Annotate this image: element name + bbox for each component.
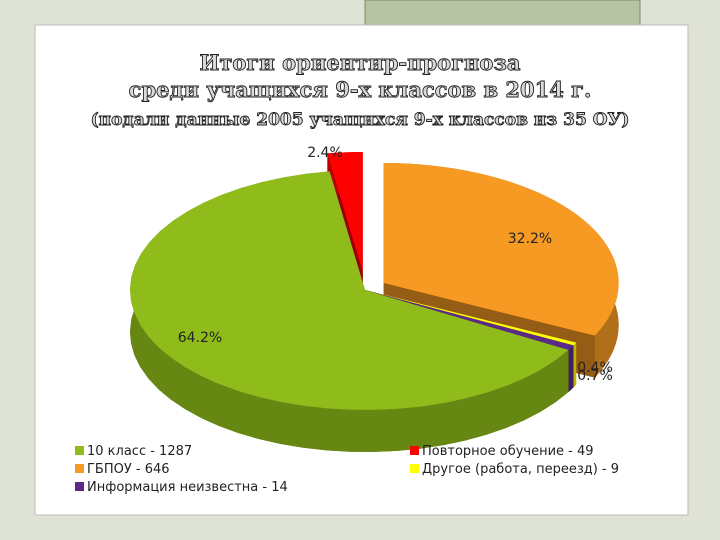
legend-label: Другое (работа, переезд) - 9 [422, 462, 619, 477]
slice [383, 163, 619, 336]
data-label: 0.4% [577, 360, 613, 376]
legend-label: ГБПОУ - 646 [87, 462, 170, 477]
slice-side [568, 345, 574, 392]
chart-title: Итоги ориентир-прогноза [200, 50, 521, 75]
data-label: 32.2% [508, 231, 552, 247]
pie-chart [130, 152, 619, 452]
slice-side [573, 342, 577, 388]
slice [365, 290, 577, 346]
legend-swatch [410, 464, 419, 473]
data-label: 2.4% [307, 145, 343, 161]
legend-label: Информация неизвестна - 14 [87, 480, 288, 495]
legend-label: Повторное обучение - 49 [422, 444, 594, 459]
chart-title: среди учащихся 9-х классов в 2014 г. [129, 77, 592, 102]
data-label: 0.7% [577, 368, 613, 384]
legend-swatch [75, 464, 84, 473]
legend-swatch [75, 446, 84, 455]
slice [130, 171, 569, 410]
slice [327, 152, 363, 273]
slice [365, 290, 574, 350]
legend-swatch [75, 482, 84, 491]
data-label: 64.2% [178, 330, 222, 346]
legend-swatch [410, 446, 419, 455]
chart-subtitle: (подали данные 2005 учащихся 9-х классов… [91, 110, 630, 130]
legend-label: 10 класс - 1287 [87, 444, 192, 459]
